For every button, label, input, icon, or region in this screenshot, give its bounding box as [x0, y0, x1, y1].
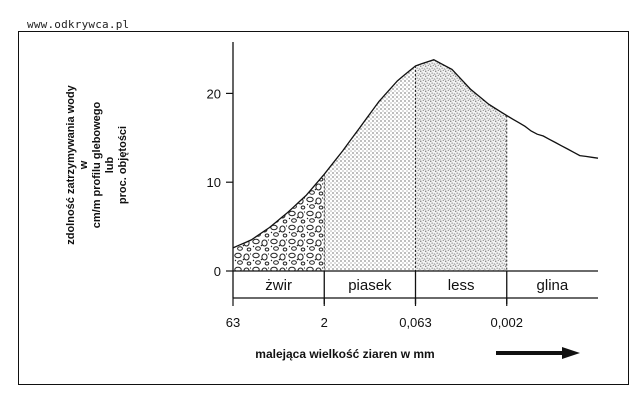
x-tick-label: 63 [226, 315, 240, 330]
y-label-line: w [78, 160, 90, 170]
figure-frame [18, 31, 629, 385]
y-tick-label: 20 [207, 86, 221, 101]
class-label: less [448, 277, 475, 294]
class-label: glina [537, 277, 569, 294]
y-tick-label: 0 [214, 264, 221, 279]
y-axis-ticks: 0 10 20 [207, 86, 233, 279]
watermark-text: www.odkrywca.pl [27, 18, 130, 31]
y-label-line: proc. objętości [117, 126, 129, 204]
y-axis-label: zdolność zatrzymywania wody w cm/m profilu… [65, 84, 129, 244]
grain-class-fills [233, 59, 507, 272]
x-tick-label: 2 [321, 315, 328, 330]
x-tick-label: 0,002 [490, 315, 523, 330]
grain-class-labels: żwir piasek less glina [265, 277, 569, 294]
x-axis-label: malejąca wielkość ziaren w mm [255, 347, 434, 361]
fill-area-0 [233, 174, 325, 271]
class-label: żwir [265, 277, 292, 294]
fill-area-1 [324, 65, 416, 272]
y-label-line: zdolność zatrzymywania wody [65, 84, 77, 244]
x-axis-ticks: 63 2 0,063 0,002 [226, 298, 523, 330]
y-label-line: lub [104, 156, 116, 173]
class-label: piasek [348, 277, 392, 294]
x-tick-label: 0,063 [399, 315, 432, 330]
y-label-line: cm/m profilu glebowego [91, 101, 103, 228]
right-arrow-icon [496, 347, 580, 359]
fill-area-2 [415, 59, 507, 272]
y-tick-label: 10 [207, 175, 221, 190]
